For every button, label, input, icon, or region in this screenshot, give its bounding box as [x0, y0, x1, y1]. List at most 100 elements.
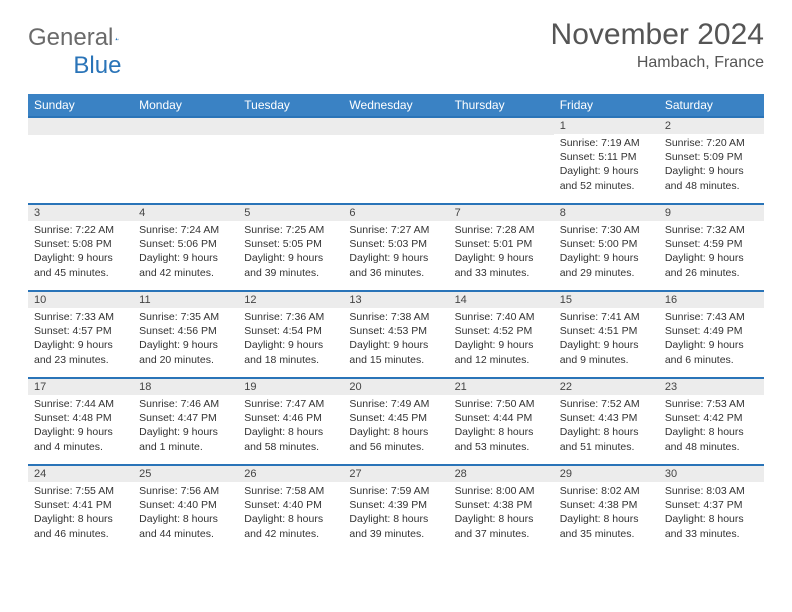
- sunset-text: Sunset: 4:52 PM: [455, 324, 548, 338]
- sunrise-text: Sunrise: 7:55 AM: [34, 484, 127, 498]
- daylight-text: Daylight: 9 hours and 20 minutes.: [139, 338, 232, 366]
- day-info: Sunrise: 7:35 AMSunset: 4:56 PMDaylight:…: [133, 308, 238, 373]
- calendar-cell: 2Sunrise: 7:20 AMSunset: 5:09 PMDaylight…: [659, 117, 764, 204]
- daylight-text: Daylight: 9 hours and 36 minutes.: [349, 251, 442, 279]
- day-info: Sunrise: 7:20 AMSunset: 5:09 PMDaylight:…: [659, 134, 764, 199]
- sunrise-text: Sunrise: 7:40 AM: [455, 310, 548, 324]
- sunset-text: Sunset: 4:41 PM: [34, 498, 127, 512]
- calendar-cell: 13Sunrise: 7:38 AMSunset: 4:53 PMDayligh…: [343, 291, 448, 378]
- day-info: Sunrise: 7:44 AMSunset: 4:48 PMDaylight:…: [28, 395, 133, 460]
- day-number: 29: [554, 465, 659, 482]
- weekday-header-row: SundayMondayTuesdayWednesdayThursdayFrid…: [28, 94, 764, 117]
- sunrise-text: Sunrise: 7:36 AM: [244, 310, 337, 324]
- calendar-cell: 21Sunrise: 7:50 AMSunset: 4:44 PMDayligh…: [449, 378, 554, 465]
- sunrise-text: Sunrise: 7:32 AM: [665, 223, 758, 237]
- sunrise-text: Sunrise: 7:56 AM: [139, 484, 232, 498]
- day-info: Sunrise: 7:43 AMSunset: 4:49 PMDaylight:…: [659, 308, 764, 373]
- daylight-text: Daylight: 9 hours and 23 minutes.: [34, 338, 127, 366]
- day-number: 27: [343, 465, 448, 482]
- day-number: 5: [238, 204, 343, 221]
- daylight-text: Daylight: 9 hours and 39 minutes.: [244, 251, 337, 279]
- sunrise-text: Sunrise: 7:53 AM: [665, 397, 758, 411]
- calendar-week: 1Sunrise: 7:19 AMSunset: 5:11 PMDaylight…: [28, 117, 764, 204]
- daylight-text: Daylight: 8 hours and 51 minutes.: [560, 425, 653, 453]
- day-number: 18: [133, 378, 238, 395]
- calendar-cell: 20Sunrise: 7:49 AMSunset: 4:45 PMDayligh…: [343, 378, 448, 465]
- calendar-cell: 10Sunrise: 7:33 AMSunset: 4:57 PMDayligh…: [28, 291, 133, 378]
- calendar-cell: 16Sunrise: 7:43 AMSunset: 4:49 PMDayligh…: [659, 291, 764, 378]
- calendar-cell: [133, 117, 238, 204]
- calendar-cell: 4Sunrise: 7:24 AMSunset: 5:06 PMDaylight…: [133, 204, 238, 291]
- sunrise-text: Sunrise: 7:22 AM: [34, 223, 127, 237]
- daylight-text: Daylight: 8 hours and 56 minutes.: [349, 425, 442, 453]
- sunrise-text: Sunrise: 7:35 AM: [139, 310, 232, 324]
- calendar-cell: 3Sunrise: 7:22 AMSunset: 5:08 PMDaylight…: [28, 204, 133, 291]
- day-number: 23: [659, 378, 764, 395]
- sunset-text: Sunset: 4:43 PM: [560, 411, 653, 425]
- sunset-text: Sunset: 4:44 PM: [455, 411, 548, 425]
- calendar-cell: 29Sunrise: 8:02 AMSunset: 4:38 PMDayligh…: [554, 465, 659, 552]
- empty-day: [238, 117, 343, 135]
- day-info: Sunrise: 7:22 AMSunset: 5:08 PMDaylight:…: [28, 221, 133, 286]
- day-info: Sunrise: 7:40 AMSunset: 4:52 PMDaylight:…: [449, 308, 554, 373]
- empty-day: [343, 117, 448, 135]
- daylight-text: Daylight: 8 hours and 58 minutes.: [244, 425, 337, 453]
- sunset-text: Sunset: 4:53 PM: [349, 324, 442, 338]
- daylight-text: Daylight: 8 hours and 44 minutes.: [139, 512, 232, 540]
- sunset-text: Sunset: 5:05 PM: [244, 237, 337, 251]
- sunrise-text: Sunrise: 7:28 AM: [455, 223, 548, 237]
- sunrise-text: Sunrise: 7:52 AM: [560, 397, 653, 411]
- sunset-text: Sunset: 4:45 PM: [349, 411, 442, 425]
- sunrise-text: Sunrise: 7:47 AM: [244, 397, 337, 411]
- calendar-cell: 14Sunrise: 7:40 AMSunset: 4:52 PMDayligh…: [449, 291, 554, 378]
- day-number: 16: [659, 291, 764, 308]
- day-info: Sunrise: 7:53 AMSunset: 4:42 PMDaylight:…: [659, 395, 764, 460]
- calendar-cell: 1Sunrise: 7:19 AMSunset: 5:11 PMDaylight…: [554, 117, 659, 204]
- sunrise-text: Sunrise: 7:41 AM: [560, 310, 653, 324]
- sunset-text: Sunset: 4:42 PM: [665, 411, 758, 425]
- sunset-text: Sunset: 4:51 PM: [560, 324, 653, 338]
- day-info: Sunrise: 8:03 AMSunset: 4:37 PMDaylight:…: [659, 482, 764, 547]
- calendar-cell: 27Sunrise: 7:59 AMSunset: 4:39 PMDayligh…: [343, 465, 448, 552]
- daylight-text: Daylight: 8 hours and 37 minutes.: [455, 512, 548, 540]
- sunrise-text: Sunrise: 8:03 AM: [665, 484, 758, 498]
- daylight-text: Daylight: 9 hours and 12 minutes.: [455, 338, 548, 366]
- calendar-cell: 12Sunrise: 7:36 AMSunset: 4:54 PMDayligh…: [238, 291, 343, 378]
- day-number: 13: [343, 291, 448, 308]
- weekday-header: Monday: [133, 94, 238, 117]
- day-info: Sunrise: 7:58 AMSunset: 4:40 PMDaylight:…: [238, 482, 343, 547]
- calendar-cell: 17Sunrise: 7:44 AMSunset: 4:48 PMDayligh…: [28, 378, 133, 465]
- sunrise-text: Sunrise: 8:02 AM: [560, 484, 653, 498]
- brand-part2: Blue: [73, 52, 121, 80]
- sunrise-text: Sunrise: 7:25 AM: [244, 223, 337, 237]
- calendar-cell: [449, 117, 554, 204]
- daylight-text: Daylight: 9 hours and 42 minutes.: [139, 251, 232, 279]
- calendar-cell: 6Sunrise: 7:27 AMSunset: 5:03 PMDaylight…: [343, 204, 448, 291]
- day-info: Sunrise: 7:41 AMSunset: 4:51 PMDaylight:…: [554, 308, 659, 373]
- day-info: Sunrise: 7:19 AMSunset: 5:11 PMDaylight:…: [554, 134, 659, 199]
- calendar-cell: 8Sunrise: 7:30 AMSunset: 5:00 PMDaylight…: [554, 204, 659, 291]
- month-title: November 2024: [551, 18, 764, 52]
- daylight-text: Daylight: 8 hours and 42 minutes.: [244, 512, 337, 540]
- sunset-text: Sunset: 5:09 PM: [665, 150, 758, 164]
- daylight-text: Daylight: 9 hours and 6 minutes.: [665, 338, 758, 366]
- daylight-text: Daylight: 9 hours and 52 minutes.: [560, 164, 653, 192]
- sunset-text: Sunset: 4:59 PM: [665, 237, 758, 251]
- day-info: Sunrise: 7:50 AMSunset: 4:44 PMDaylight:…: [449, 395, 554, 460]
- daylight-text: Daylight: 9 hours and 9 minutes.: [560, 338, 653, 366]
- calendar-cell: 19Sunrise: 7:47 AMSunset: 4:46 PMDayligh…: [238, 378, 343, 465]
- sunset-text: Sunset: 5:00 PM: [560, 237, 653, 251]
- day-number: 24: [28, 465, 133, 482]
- daylight-text: Daylight: 8 hours and 35 minutes.: [560, 512, 653, 540]
- sunset-text: Sunset: 5:11 PM: [560, 150, 653, 164]
- day-number: 3: [28, 204, 133, 221]
- sunrise-text: Sunrise: 7:24 AM: [139, 223, 232, 237]
- daylight-text: Daylight: 9 hours and 4 minutes.: [34, 425, 127, 453]
- day-number: 14: [449, 291, 554, 308]
- day-info: Sunrise: 7:32 AMSunset: 4:59 PMDaylight:…: [659, 221, 764, 286]
- sunset-text: Sunset: 4:54 PM: [244, 324, 337, 338]
- calendar-cell: 28Sunrise: 8:00 AMSunset: 4:38 PMDayligh…: [449, 465, 554, 552]
- sunset-text: Sunset: 5:06 PM: [139, 237, 232, 251]
- day-info: Sunrise: 7:46 AMSunset: 4:47 PMDaylight:…: [133, 395, 238, 460]
- daylight-text: Daylight: 8 hours and 46 minutes.: [34, 512, 127, 540]
